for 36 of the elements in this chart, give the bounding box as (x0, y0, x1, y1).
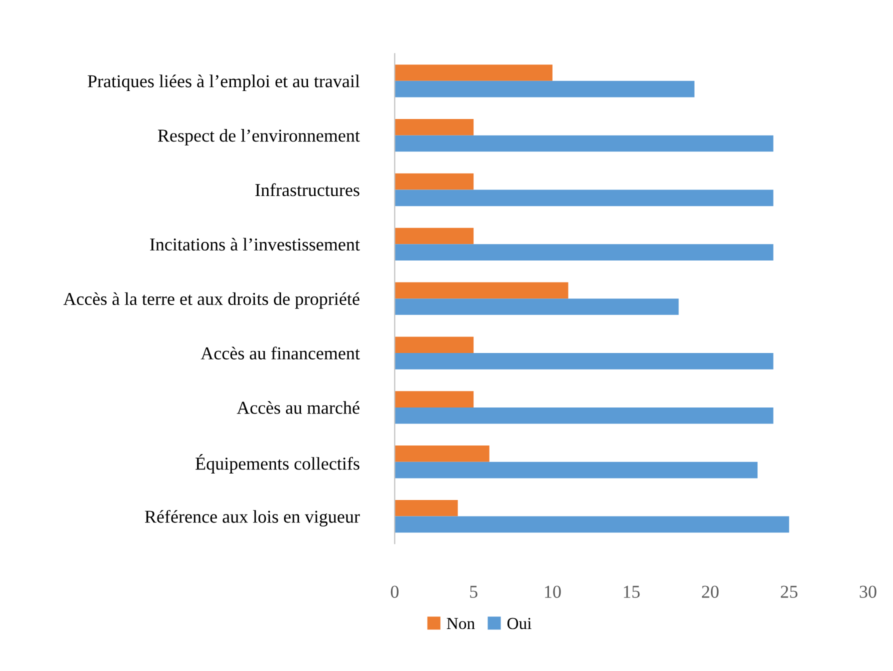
bar (394, 64, 552, 81)
x-tick-label: 30 (860, 586, 876, 598)
bar (394, 462, 758, 478)
x-tick-label: 0 (390, 586, 399, 598)
y-tick-label: Accès au marché (236, 401, 360, 414)
bar (394, 336, 474, 354)
y-tick-label: Infrastructures (255, 183, 360, 196)
bar (394, 190, 774, 206)
bar (394, 353, 774, 370)
bar (394, 516, 790, 533)
bar (394, 244, 774, 260)
x-tick-label: 20 (702, 586, 719, 598)
legend-label: Oui (507, 618, 532, 630)
y-tick-label: Respect de l’environnement (158, 129, 360, 146)
bar (394, 135, 774, 152)
y-tick-label: Référence aux lois en vigueur (144, 510, 360, 527)
x-tick-label: 15 (624, 586, 640, 598)
bar (394, 500, 458, 516)
y-tick-label: Incitations à l’investissement (150, 238, 360, 251)
x-tick-label: 25 (780, 586, 798, 598)
legend-label: Non (446, 618, 475, 630)
bar (394, 80, 694, 98)
bar (394, 118, 474, 136)
bar (394, 282, 568, 299)
bar (394, 391, 474, 408)
bar (394, 298, 679, 315)
bar (394, 173, 474, 190)
bar (394, 446, 490, 462)
x-tick-label: 10 (545, 586, 561, 598)
y-tick-label: Accès à la terre et aux droits de propriété (63, 292, 360, 309)
y-tick-label: Pratiques liées à l’emploi et au travail (88, 74, 360, 92)
y-tick-label: Accès au financement (200, 346, 360, 360)
bar (394, 228, 474, 244)
x-tick-label: 5 (470, 586, 478, 598)
y-tick-label: Équipements collectifs (196, 454, 360, 474)
bar (394, 407, 774, 424)
